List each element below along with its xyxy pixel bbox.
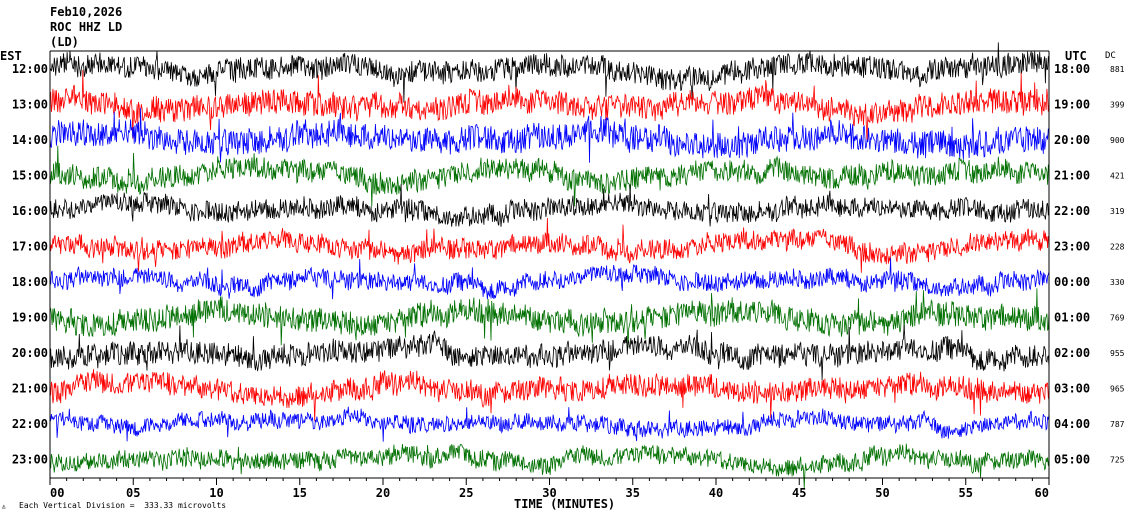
x-tick-label-40: 40: [709, 486, 723, 500]
utc-time-label-10: 04:00: [1054, 417, 1090, 431]
utc-time-label-9: 03:00: [1054, 382, 1090, 396]
x-tick-label-15: 15: [293, 486, 307, 500]
est-time-label-1: 13:00: [12, 98, 48, 112]
x-tick-label-05: 05: [126, 486, 140, 500]
trace-row-10: [49, 406, 1050, 442]
corner-glyph: ◬: [2, 503, 6, 510]
est-time-label-6: 18:00: [12, 275, 48, 289]
trace-row-7: [49, 288, 1050, 348]
dc-value-6: 330: [1110, 278, 1125, 287]
dc-value-2: 900: [1110, 136, 1125, 145]
time-axis: 12:00 18:00 881 13:00 19:00 399 14:00 20:00 900 1…: [12, 50, 1125, 500]
dc-value-5: 228: [1110, 243, 1125, 252]
trace-row-9: [49, 369, 1050, 422]
trace-layer: [49, 42, 1050, 489]
x-tick-label-45: 45: [792, 486, 806, 500]
utc-time-label-5: 23:00: [1054, 240, 1090, 254]
header-location: (LD): [50, 35, 79, 49]
dc-value-10: 787: [1110, 420, 1125, 429]
dc-value-4: 319: [1110, 207, 1125, 216]
trace-row-1: [49, 69, 1050, 143]
x-tick-label-30: 30: [542, 486, 556, 500]
est-time-label-7: 19:00: [12, 311, 48, 325]
est-time-label-9: 21:00: [12, 382, 48, 396]
x-tick-label-50: 50: [875, 486, 889, 500]
est-time-label-5: 17:00: [12, 240, 48, 254]
trace-row-6: [49, 257, 1050, 300]
header-station: ROC HHZ LD: [50, 20, 123, 34]
header-date: Feb10,2026: [50, 5, 123, 19]
x-tick-label-10: 10: [209, 486, 223, 500]
trace-row-5: [49, 217, 1050, 273]
utc-time-label-4: 22:00: [1054, 204, 1090, 218]
utc-time-label-0: 18:00: [1054, 62, 1090, 76]
est-time-label-4: 16:00: [12, 204, 48, 218]
x-axis-title: TIME (MINUTES): [514, 497, 616, 511]
utc-time-label-3: 21:00: [1054, 169, 1090, 183]
trace-row-11: [49, 443, 1050, 489]
utc-time-label-2: 20:00: [1054, 133, 1090, 147]
dc-value-8: 955: [1110, 349, 1125, 358]
dc-column-header: DC: [1105, 51, 1116, 61]
trace-row-8: [49, 325, 1050, 381]
trace-row-2: [49, 107, 1050, 163]
est-time-label-11: 23:00: [12, 453, 48, 467]
x-tick-label-60: 60: [1035, 486, 1049, 500]
est-time-label-10: 22:00: [12, 417, 48, 431]
est-time-label-2: 14:00: [12, 133, 48, 147]
x-tick-label-00: 00: [50, 486, 64, 500]
dc-value-1: 399: [1110, 101, 1125, 110]
left-timezone-label: EST: [0, 49, 22, 63]
dc-value-3: 421: [1110, 172, 1125, 181]
trace-row-0: [49, 42, 1050, 105]
trace-row-3: [49, 145, 1050, 207]
x-tick-label-55: 55: [959, 486, 973, 500]
utc-time-label-7: 01:00: [1054, 311, 1090, 325]
dc-value-9: 965: [1110, 385, 1125, 394]
x-tick-label-35: 35: [626, 486, 640, 500]
utc-time-label-11: 05:00: [1054, 453, 1090, 467]
dc-value-11: 725: [1110, 456, 1125, 465]
trace-row-4: [49, 184, 1050, 227]
right-timezone-label: UTC: [1065, 49, 1087, 63]
utc-time-label-1: 19:00: [1054, 98, 1090, 112]
est-time-label-8: 20:00: [12, 346, 48, 360]
utc-time-label-8: 02:00: [1054, 346, 1090, 360]
est-time-label-0: 12:00: [12, 62, 48, 76]
x-tick-label-20: 20: [376, 486, 390, 500]
dc-value-7: 769: [1110, 314, 1125, 323]
scale-note: Each Vertical Division = 333.33 microvol…: [19, 501, 227, 510]
x-tick-label-25: 25: [459, 486, 473, 500]
utc-time-label-6: 00:00: [1054, 275, 1090, 289]
dc-value-0: 881: [1110, 65, 1125, 74]
est-time-label-3: 15:00: [12, 169, 48, 183]
